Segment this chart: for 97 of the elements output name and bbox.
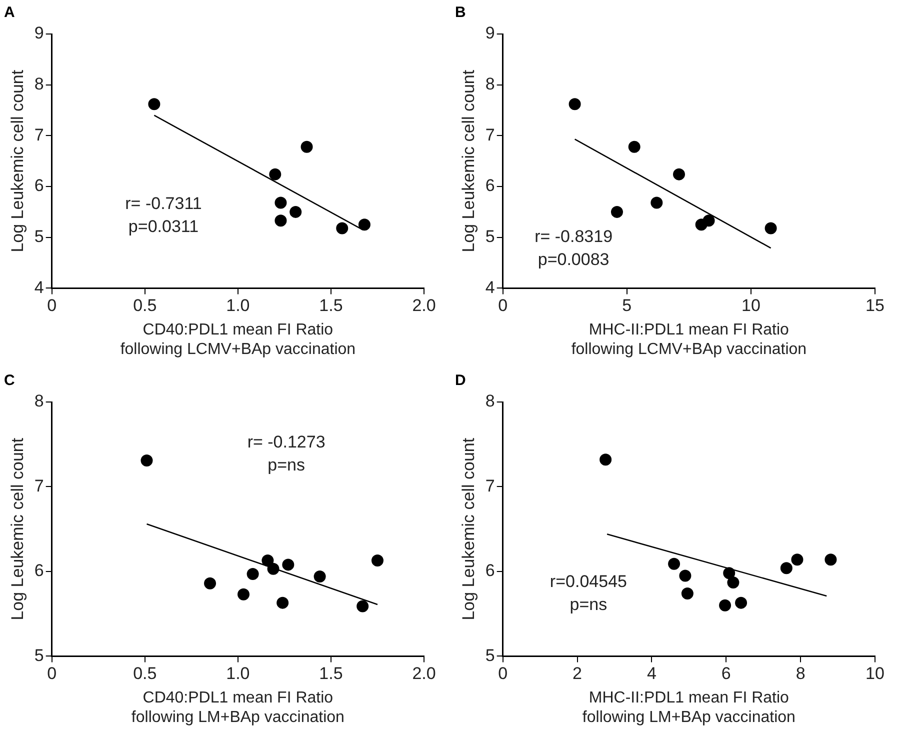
chart-title: C xyxy=(4,372,15,390)
y-tick-label: 9 xyxy=(34,24,44,43)
x-tick-label: 1.0 xyxy=(226,664,250,684)
point xyxy=(267,562,280,575)
point xyxy=(204,577,216,590)
point xyxy=(269,168,282,180)
point xyxy=(702,214,715,227)
point xyxy=(735,596,748,609)
y-tick-label: 7 xyxy=(485,476,495,496)
x-tick-label: 10 xyxy=(866,664,884,684)
point xyxy=(274,214,287,227)
x-axis-title: CD40:PDL1 mean FI Ratio following LCMV+BAp vaccination xyxy=(120,322,356,358)
annotation: p=ns xyxy=(570,595,608,614)
x-tick-label: 2.0 xyxy=(412,664,436,684)
y-tick-label: 5 xyxy=(485,646,495,665)
point xyxy=(719,599,732,612)
x-axis-title: MHC-II:PDL1 mean FI Ratio following LM+BAp vaccination xyxy=(582,690,796,726)
x-tick-label: 10 xyxy=(741,296,760,316)
point xyxy=(356,600,369,612)
point xyxy=(148,98,160,110)
point xyxy=(238,588,250,600)
point xyxy=(780,562,792,574)
point xyxy=(371,554,384,566)
point xyxy=(358,218,370,231)
x-tick-label: 0 xyxy=(498,296,508,316)
point xyxy=(290,206,302,218)
point xyxy=(824,554,837,566)
point xyxy=(628,140,640,153)
point xyxy=(600,454,612,466)
y-tick-label: 8 xyxy=(34,74,44,94)
x-tick-label: 6 xyxy=(721,664,731,684)
point xyxy=(262,554,274,566)
y-axis-title: Log Leukemic cell count xyxy=(458,438,478,620)
point xyxy=(276,596,289,609)
y-tick-label: 9 xyxy=(485,24,495,43)
point xyxy=(723,567,736,580)
point xyxy=(336,222,348,234)
point xyxy=(679,570,692,582)
annotation: r=0.04545 xyxy=(550,572,627,592)
annotation: r= -0.7311 xyxy=(125,194,202,213)
x-tick-label: 0 xyxy=(47,296,57,316)
annotation: p=0.0311 xyxy=(128,217,199,236)
y-tick-label: 5 xyxy=(485,227,495,246)
point xyxy=(300,140,313,153)
y-tick-label: 7 xyxy=(34,476,44,496)
point xyxy=(610,206,623,218)
y-axis-title: Log Leukemic cell count xyxy=(8,438,27,620)
point xyxy=(681,587,694,600)
y-tick-label: 4 xyxy=(34,278,44,297)
x-axis-title: CD40:PDL1 mean FI Ratio following LM+BAp vaccination xyxy=(131,690,344,726)
annotation: r= -0.8319 xyxy=(534,227,613,246)
point xyxy=(274,196,287,209)
x-tick-label: 4 xyxy=(646,664,656,684)
y-tick-label: 8 xyxy=(34,392,44,411)
point xyxy=(650,196,663,209)
chart-title: D xyxy=(455,372,466,390)
y-tick-label: 6 xyxy=(485,176,495,196)
x-tick-label: 0.5 xyxy=(133,664,157,684)
x-tick-label: 1.0 xyxy=(226,296,250,316)
y-tick-label: 5 xyxy=(34,646,44,665)
chart-title: A xyxy=(4,4,15,22)
x-tick-label: 1.5 xyxy=(319,296,343,316)
x-tick-label: 0 xyxy=(47,664,57,684)
annotation: r= -0.1273 xyxy=(247,432,326,452)
y-tick-label: 8 xyxy=(485,74,495,94)
x-tick-label: 15 xyxy=(866,296,884,316)
annotation: p=0.0083 xyxy=(538,250,610,270)
y-tick-label: 7 xyxy=(34,125,44,144)
x-tick-label: 0 xyxy=(498,664,508,684)
x-tick-label: 2.0 xyxy=(412,296,436,316)
point xyxy=(246,568,259,580)
y-tick-label: 6 xyxy=(34,176,44,196)
point xyxy=(727,576,740,588)
point xyxy=(791,554,804,566)
point xyxy=(314,570,326,583)
x-tick-label: 8 xyxy=(796,664,806,684)
point xyxy=(668,558,680,570)
point xyxy=(282,558,294,571)
x-tick-label: 5 xyxy=(622,296,632,316)
point xyxy=(568,98,581,110)
x-tick-label: 0.5 xyxy=(133,296,157,316)
annotation: p=ns xyxy=(268,455,305,474)
chart-title: B xyxy=(455,4,466,22)
y-tick-label: 4 xyxy=(485,278,495,297)
point xyxy=(673,168,686,180)
x-tick-label: 2 xyxy=(572,664,582,684)
y-tick-label: 8 xyxy=(485,392,495,411)
y-tick-label: 6 xyxy=(485,561,495,580)
y-tick-label: 6 xyxy=(34,561,44,580)
point xyxy=(764,222,777,234)
y-axis-title: Log Leukemic cell count xyxy=(458,70,478,252)
x-axis-title: MHC-II:PDL1 mean FI Ratio following LCMV+BAp vaccination xyxy=(571,322,807,358)
y-axis-title: Log Leukemic cell count xyxy=(8,70,27,252)
y-tick-label: 5 xyxy=(34,227,44,246)
point xyxy=(140,454,153,466)
y-tick-label: 7 xyxy=(485,125,495,144)
x-tick-label: 1.5 xyxy=(319,664,343,684)
